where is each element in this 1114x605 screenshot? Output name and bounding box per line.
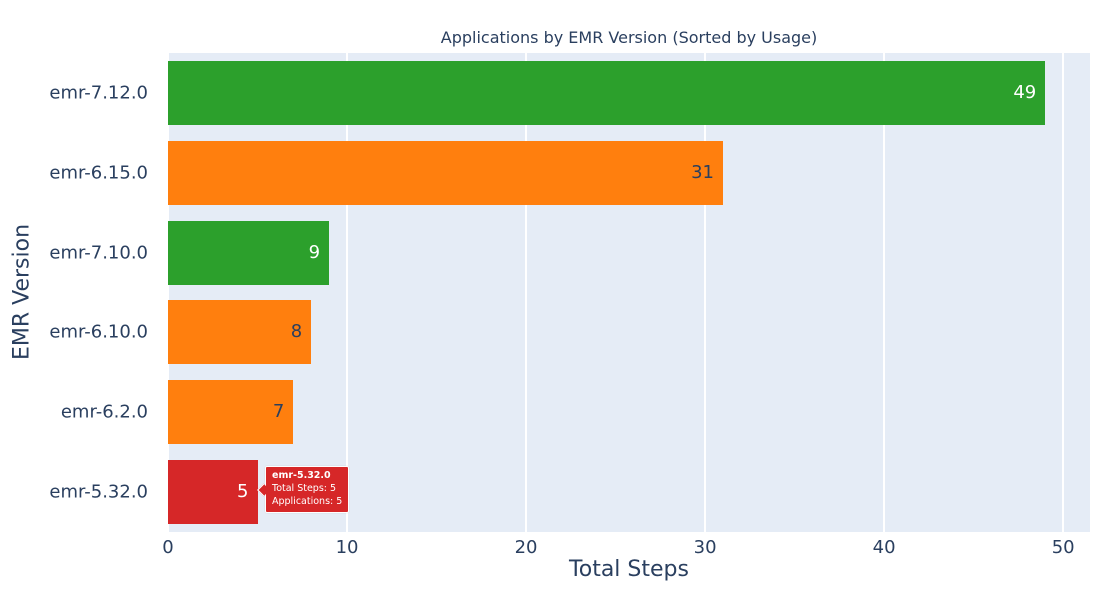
bar[interactable]: 31 [168, 140, 723, 205]
x-axis-title: Total Steps [569, 557, 689, 582]
x-tick-label: 0 [162, 537, 174, 558]
y-tick-label: emr-5.32.0 [49, 481, 148, 503]
y-axis-tick-labels: emr-7.12.0 emr-6.15.0 emr-7.10.0 emr-6.10.0… [0, 53, 158, 532]
bar-row: 8 [168, 293, 1090, 373]
bar[interactable]: 49 [168, 60, 1046, 125]
bar-value-label: 49 [1013, 81, 1037, 103]
y-tick-label: emr-6.2.0 [60, 401, 148, 423]
x-tick-label: 30 [693, 537, 717, 558]
x-tick-label: 40 [872, 537, 896, 558]
tooltip-line: Total Steps: 5 [272, 482, 337, 494]
bar-value-label: 8 [290, 321, 303, 343]
gridline [167, 53, 169, 532]
bar-row: 49 [168, 53, 1090, 133]
gridline [346, 53, 349, 532]
chart-title: Applications by EMR Version (Sorted by U… [440, 28, 818, 47]
bar-value-label: 31 [691, 161, 714, 183]
hover-tooltip: emr-5.32.0 Total Steps: 5 Applications: … [257, 466, 350, 514]
bar-row: 7 [168, 372, 1090, 452]
x-axis-tick-labels: 0 10 20 30 40 50 [162, 537, 1090, 559]
y-tick-label: emr-7.12.0 [49, 82, 148, 104]
bar[interactable]: 5 [168, 460, 258, 525]
y-tick-label: emr-6.15.0 [49, 162, 148, 184]
plot-area: 49 31 9 8 7 5 [167, 53, 1090, 532]
bar-value-label: 5 [237, 481, 249, 503]
bar-value-label: 9 [308, 241, 321, 263]
tooltip-line: Applications: 5 [272, 495, 343, 507]
bar-value-label: 7 [272, 401, 285, 423]
tooltip-title: emr-5.32.0 [272, 470, 331, 481]
x-tick-label: 50 [1051, 537, 1075, 558]
y-tick-label: emr-6.10.0 [49, 321, 148, 343]
bar[interactable]: 9 [168, 220, 330, 285]
bar[interactable]: 8 [168, 300, 312, 365]
y-tick-label: emr-7.10.0 [49, 242, 148, 264]
bar-row: 5 [168, 452, 1090, 532]
bar-row: 31 [168, 133, 1090, 213]
bar[interactable]: 7 [168, 380, 294, 445]
bar-row: 9 [168, 213, 1090, 293]
gridline [525, 53, 528, 532]
x-tick-label: 10 [335, 537, 359, 558]
x-tick-label: 20 [514, 537, 538, 558]
gridline [883, 53, 886, 532]
gridline [1062, 53, 1065, 532]
gridline [704, 53, 707, 532]
